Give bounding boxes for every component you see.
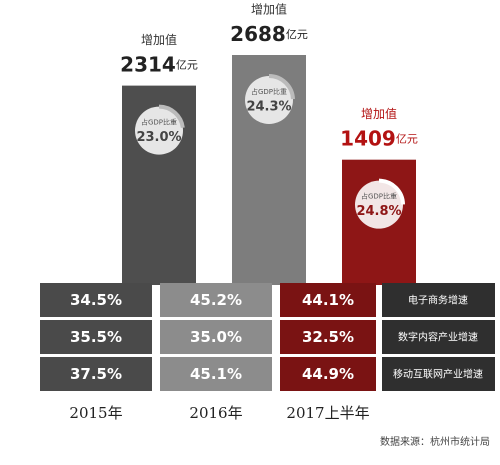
cell-label: 35.5% — [70, 328, 122, 346]
metric-box — [382, 357, 495, 391]
value-unit: 亿元 — [396, 133, 418, 146]
value-title: 增加值 — [251, 2, 287, 17]
value-title: 增加值 — [361, 106, 397, 121]
x-label: 2017上半年 — [286, 404, 369, 422]
cell-label: 45.1% — [190, 365, 242, 383]
share-label: 23.0% — [136, 130, 181, 145]
metric-box — [382, 320, 495, 354]
share-title: 占GDP比重 — [361, 192, 397, 201]
cell-label: 34.5% — [70, 291, 122, 309]
cell — [160, 283, 272, 317]
cell — [280, 357, 376, 391]
metric-label: 移动互联网产业增速 — [393, 368, 483, 381]
cell-label: 35.0% — [190, 328, 242, 346]
value-number: 2688 — [230, 22, 286, 46]
share-bg — [135, 106, 183, 155]
value-number: 1409 — [340, 126, 396, 150]
cell-label: 44.9% — [302, 365, 354, 383]
share-label: 24.8% — [356, 204, 401, 219]
value-label: 2688亿元 — [230, 22, 308, 46]
value-unit: 亿元 — [286, 28, 308, 41]
cell — [160, 357, 272, 391]
share-arc — [133, 104, 185, 157]
share-bg — [355, 180, 403, 229]
value-title: 增加值 — [141, 32, 177, 47]
x-label: 2015年 — [69, 404, 122, 422]
cell-label: 45.2% — [190, 291, 242, 309]
metric-label: 数字内容产业增速 — [398, 331, 478, 344]
cell-label: 32.5% — [302, 328, 354, 346]
value-label: 1409亿元 — [340, 126, 418, 150]
cell-label: 44.1% — [302, 291, 354, 309]
share-title: 占GDP比重 — [141, 118, 177, 127]
share-arc — [353, 178, 405, 231]
share-arc — [243, 74, 295, 126]
cell — [40, 357, 152, 391]
cell — [280, 283, 376, 317]
cell — [40, 320, 152, 354]
share-bg — [245, 76, 293, 124]
cell — [280, 320, 376, 354]
cell — [40, 283, 152, 317]
metric-box — [382, 283, 495, 317]
share-title: 占GDP比重 — [251, 87, 287, 96]
metric-label: 电子商务增速 — [408, 294, 468, 307]
cell — [160, 320, 272, 354]
cell-label: 37.5% — [70, 365, 122, 383]
value-number: 2314 — [120, 52, 176, 76]
source: 数据来源：杭州市统计局 — [380, 435, 490, 448]
value-unit: 亿元 — [176, 59, 198, 72]
x-label: 2016年 — [189, 404, 242, 422]
share-label: 24.3% — [246, 100, 291, 115]
value-label: 2314亿元 — [120, 52, 198, 76]
